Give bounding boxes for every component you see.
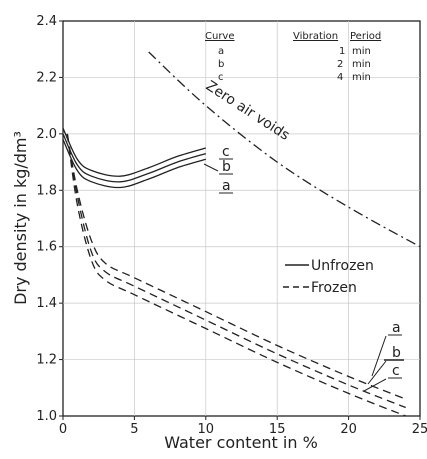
table-header-period: Period (350, 31, 381, 42)
leader-dashed-a (371, 335, 387, 377)
y-tick-label: 1.8 (36, 183, 57, 198)
y-tick-label: 2.0 (36, 127, 57, 142)
y-tick-label: 1.4 (36, 296, 57, 311)
leader-dashed-c (363, 378, 387, 392)
x-tick-label: 0 (59, 422, 67, 437)
table-row-b-curve: b (218, 59, 224, 70)
legend-unfrozen-label: Unfrozen (311, 258, 374, 274)
dashed-curve-labels: a b c (363, 320, 404, 392)
table-row-a-unit: min (352, 46, 371, 57)
series-dashed-b-line (66, 133, 406, 409)
series-group (62, 51, 421, 417)
series-solid-c-line (62, 127, 206, 177)
table-row-b-value: 2 (337, 59, 343, 70)
y-tick-label: 1.2 (36, 353, 57, 368)
leader-solid-a (203, 163, 219, 172)
x-axis-ticks: 0 5 10 15 20 25 (59, 416, 427, 437)
table-row-c-unit: min (352, 72, 371, 83)
solid-curve-labels: c b a (203, 144, 233, 194)
x-axis-title: Water content in % (164, 433, 318, 452)
y-axis-title: Dry density in kg/dm³ (11, 131, 30, 305)
x-tick-label: 10 (198, 422, 215, 437)
series-solid-a-line (62, 139, 206, 189)
grid (63, 21, 420, 416)
table-row-a-value: 1 (339, 46, 345, 57)
y-tick-label: 1.0 (36, 409, 57, 424)
label-solid-a: a (222, 178, 231, 194)
vibration-table: Curve Vibration Period a 1 min b 2 min c… (205, 31, 381, 83)
x-tick-label: 25 (412, 422, 427, 437)
label-dashed-c: c (392, 363, 400, 379)
label-dashed-a: a (392, 320, 401, 336)
x-tick-label: 5 (130, 422, 138, 437)
x-tick-label: 15 (269, 422, 286, 437)
legend-frozen-label: Frozen (311, 280, 357, 296)
table-header-vibration: Vibration (293, 31, 338, 42)
series-dashed-c-line (66, 133, 406, 417)
y-tick-label: 1.6 (36, 240, 57, 255)
plot-area (62, 20, 421, 417)
leader-dashed-b (367, 360, 387, 385)
label-solid-c: c (222, 144, 230, 160)
y-tick-label: 2.2 (36, 70, 57, 85)
table-row-c-value: 4 (337, 72, 343, 83)
series-dashed-a-line (66, 133, 406, 400)
legend: Unfrozen Frozen (283, 258, 374, 296)
y-tick-label: 2.4 (36, 14, 57, 29)
label-solid-b: b (222, 159, 231, 175)
x-tick-label: 20 (340, 422, 357, 437)
table-header-curve: Curve (205, 31, 235, 42)
table-row-a-curve: a (218, 46, 224, 57)
series-dashdot-zero-air-voids-line (148, 51, 421, 248)
y-axis-ticks: 1.0 1.2 1.4 1.6 1.8 2.0 2.2 2.4 (36, 14, 63, 424)
label-dashed-b: b (392, 345, 401, 361)
table-row-c-curve: c (218, 72, 224, 83)
table-row-b-unit: min (352, 59, 371, 70)
series-solid-b-line (62, 133, 206, 183)
